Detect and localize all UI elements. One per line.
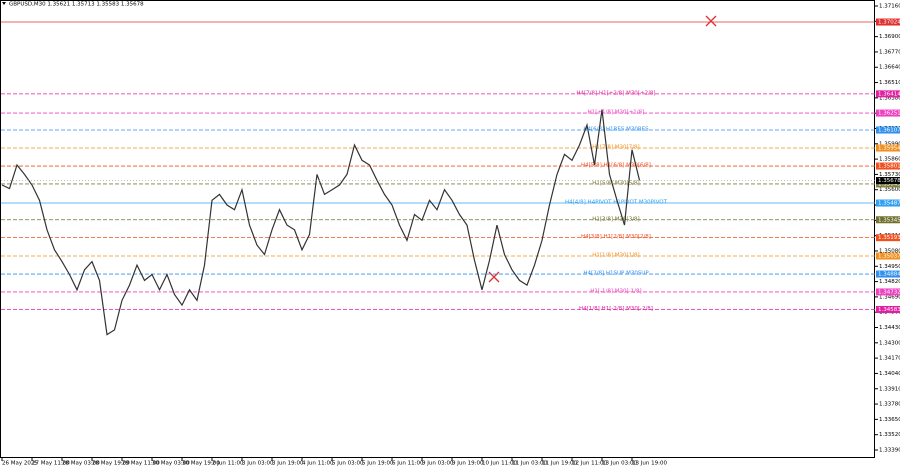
x-tick-label: 6 Jun 11:00 [392, 461, 424, 467]
y-tick-label: 1.36770 [879, 49, 900, 55]
level-label: H4[6/8] H1RES M30RES [583, 127, 649, 133]
y-tick-label: 1.37160 [879, 4, 900, 10]
last-price-box [876, 177, 900, 185]
x-tick-label: 11 Jun 19:00 [542, 461, 577, 467]
price-box-label: 1.35954 [878, 146, 900, 152]
price-box-label: 1.34583 [878, 307, 900, 313]
price-box-label: 1.35037 [878, 254, 900, 260]
chart-title: GBPUSD,M30 1.35621 1.35713 1.35583 1.356… [9, 2, 144, 8]
price-box [876, 288, 900, 296]
y-tick-label: 1.35080 [879, 248, 900, 254]
price-box [876, 18, 900, 26]
y-tick-label: 1.35730 [879, 172, 900, 178]
price-box [876, 162, 900, 170]
y-tick-label: 1.36640 [879, 65, 900, 71]
y-tick-label: 1.36380 [879, 95, 900, 101]
level-label: H1[5/8] M30[5/8] [592, 180, 639, 186]
price-box-label: 1.35649 [878, 181, 900, 187]
price-box-label: 1.35345 [878, 217, 900, 223]
level-label: H4[1/8] H1[-2/8] M30[-2/8] [579, 306, 653, 312]
plot-frame [0, 0, 875, 458]
x-tick-label: 10 Jun 11:00 [482, 461, 517, 467]
y-tick-label: 1.34820 [879, 279, 900, 285]
y-tick-label: 1.34170 [879, 356, 900, 362]
x-tick-label: 28 May 03:00 [62, 461, 100, 467]
level-label: H1[3/8] M30[3/8] [592, 216, 639, 222]
x-tick-label: 9 Jun 03:00 [422, 461, 454, 467]
cross-marker [705, 15, 717, 27]
x-tick-label: 12 Jun 11:00 [572, 461, 607, 467]
x-tick-label: 13 Jun 03:00 [602, 461, 637, 467]
x-tick-label: 11 Jun 03:00 [512, 461, 547, 467]
price-line [1, 109, 641, 336]
y-tick-label: 1.33780 [879, 402, 900, 408]
level-label: H1[1/8] M30[1/8] [592, 253, 639, 259]
price-box [876, 90, 900, 98]
level-label: H4[5/8] H1[6/8] M30[6/8] [581, 163, 651, 169]
y-tick-label: 1.34950 [879, 264, 900, 270]
x-tick-label: 9 Jun 19:00 [452, 461, 484, 467]
x-tick-label: 28 May 19:00 [92, 461, 130, 467]
price-box [876, 216, 900, 224]
y-tick-label: 1.36510 [879, 80, 900, 86]
y-tick-label: 1.34690 [879, 294, 900, 300]
x-tick-label: 30 May 03:00 [152, 461, 190, 467]
level-label: H4[2/8] H1SUP M30SUP [583, 271, 649, 277]
x-tick-label: 13 Jun 19:00 [632, 461, 667, 467]
price-box [876, 305, 900, 313]
x-tick-label: 27 May 11:00 [32, 461, 70, 467]
y-tick-label: 1.33390 [879, 447, 900, 453]
price-box-label: 1.36251 [878, 111, 900, 117]
price-box [876, 199, 900, 207]
x-tick-label: 30 May 19:00 [182, 461, 220, 467]
level-label: H1[+1/8] M30[+1/8] [588, 110, 645, 116]
level-label: H4[3/8] H1[2/8] M30[2/8] [581, 234, 651, 240]
price-box [876, 252, 900, 260]
price-box [876, 126, 900, 134]
y-tick-label: 1.35990 [879, 141, 900, 147]
level-label: H1[7/8] M30[7/8] [592, 145, 639, 151]
y-tick-label: 1.35860 [879, 157, 900, 163]
y-tick-label: 1.33650 [879, 417, 900, 423]
price-box-label: 1.35487 [878, 201, 900, 207]
title-arrow [2, 2, 6, 5]
price-box-label: 1.37024 [878, 20, 900, 26]
price-box-label: 1.34732 [878, 289, 900, 295]
y-tick-label: 1.33910 [879, 386, 900, 392]
price-box-label: 1.36107 [878, 128, 900, 134]
price-box [876, 270, 900, 278]
price-box-label: 1.35801 [878, 164, 900, 170]
x-tick-label: 5 Jun 03:00 [332, 461, 364, 467]
price-box-label: 1.35193 [878, 235, 900, 241]
x-tick-label: 26 May 2025 [2, 461, 38, 467]
price-box-label: 1.34884 [878, 272, 900, 278]
y-tick-label: 1.33520 [879, 432, 900, 438]
price-box [876, 144, 900, 152]
y-tick-label: 1.34300 [879, 340, 900, 346]
x-tick-label: 29 May 11:00 [122, 461, 160, 467]
level-label: H4[7/8] H1[+2/8] M30[+2/8] [576, 90, 655, 96]
last-price-label: 1.35678 [878, 178, 900, 184]
x-tick-label: 5 Jun 19:00 [362, 461, 394, 467]
x-tick-label: 2 Jun 11:00 [212, 461, 244, 467]
price-box [876, 234, 900, 242]
y-tick-label: 1.36900 [879, 34, 900, 40]
level-label: H4[4/8] H4PIVOT H1PIVOT M30PIVOT [565, 200, 668, 206]
x-tick-label: 3 Jun 19:00 [272, 461, 304, 467]
price-box-label: 1.36414 [878, 91, 900, 97]
x-tick-label: 3 Jun 03:00 [242, 461, 274, 467]
y-tick-label: 1.34040 [879, 371, 900, 377]
y-tick-label: 1.34430 [879, 325, 900, 331]
price-box [876, 109, 900, 117]
x-tick-label: 4 Jun 11:00 [302, 461, 334, 467]
y-tick-label: 1.35600 [879, 187, 900, 193]
level-label: H1[-1/8] M30[-1/8] [590, 288, 641, 294]
